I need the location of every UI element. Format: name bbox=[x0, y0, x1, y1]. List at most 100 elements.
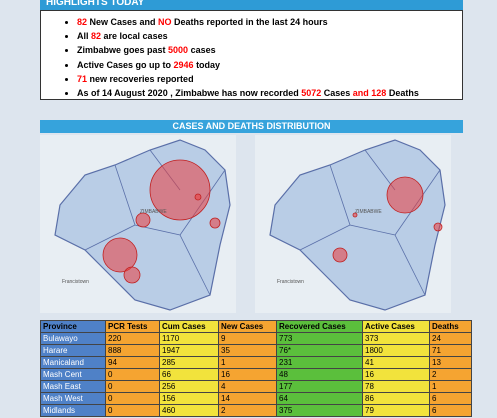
map-borders bbox=[84, 149, 226, 296]
table-cell: 0 bbox=[105, 392, 160, 405]
table-cell: 2 bbox=[218, 404, 277, 417]
table-cell: 14 bbox=[218, 392, 277, 405]
table-cell: 71 bbox=[429, 344, 472, 357]
table-cell: 13 bbox=[429, 356, 472, 369]
table-row: Mash West 0 156 14 64 86 6 bbox=[40, 392, 472, 405]
case-circle bbox=[209, 217, 221, 229]
table-row: Mash East 0 256 4 177 78 1 bbox=[40, 380, 472, 393]
highlight-item: 82 New Cases and NO Deaths reported in t… bbox=[77, 15, 462, 29]
highlight-item: Zimbabwe goes past 5000 cases bbox=[77, 43, 462, 57]
highlights-list: 82 New Cases and NO Deaths reported in t… bbox=[41, 11, 462, 100]
header-cell: PCR Tests bbox=[105, 320, 160, 333]
highlight-text: Active Cases go up to bbox=[77, 59, 174, 70]
table-cell: 0 bbox=[105, 380, 160, 393]
highlight-item: As of 14 August 2020 , Zimbabwe has now … bbox=[77, 86, 462, 100]
case-circle bbox=[102, 237, 138, 273]
table-cell: 6 bbox=[429, 392, 472, 405]
table-cell: 773 bbox=[276, 332, 363, 345]
table-cell: 373 bbox=[362, 332, 430, 345]
highlight-text: Deaths bbox=[386, 87, 419, 98]
table-cell: 256 bbox=[159, 380, 219, 393]
highlight-text: 82 bbox=[77, 17, 88, 27]
table-cell: 41 bbox=[362, 356, 430, 369]
table-cell: 64 bbox=[276, 392, 363, 405]
table-cell: Mash Cent bbox=[40, 368, 106, 381]
table-cell: 0 bbox=[105, 368, 160, 381]
highlight-text: 71 bbox=[77, 73, 88, 84]
case-circle bbox=[123, 266, 141, 284]
highlight-text: NO bbox=[158, 17, 172, 27]
country-label: ZIMBABWE bbox=[355, 209, 382, 215]
table-cell: 79 bbox=[362, 404, 430, 417]
header-cell: Deaths bbox=[429, 320, 472, 333]
table-cell: 231 bbox=[276, 356, 363, 369]
highlight-text: Cases bbox=[321, 87, 353, 98]
table-cell: 1 bbox=[218, 356, 277, 369]
highlight-text: are local cases bbox=[101, 31, 168, 42]
table-cell: Bulawayo bbox=[40, 332, 106, 345]
case-circle bbox=[149, 159, 211, 221]
header-cell: New Cases bbox=[218, 320, 277, 333]
header-cell: Province bbox=[40, 320, 106, 333]
table-cell: 1800 bbox=[362, 344, 430, 357]
table-cell: 1 bbox=[429, 380, 472, 393]
highlight-item: All 82 are local cases bbox=[77, 29, 462, 43]
header-cell: Recovered Cases bbox=[276, 320, 363, 333]
table-cell: 375 bbox=[276, 404, 363, 417]
highlight-text: Deaths reported in the last 24 hours bbox=[171, 17, 328, 27]
table-cell: 460 bbox=[159, 404, 219, 417]
table-cell: 48 bbox=[276, 368, 363, 381]
table-cell: 156 bbox=[159, 392, 219, 405]
country-label: ZIMBABWE bbox=[140, 209, 167, 215]
table-cell: 76* bbox=[276, 344, 363, 357]
table-cell: 888 bbox=[105, 344, 160, 357]
table-cell: Midlands bbox=[40, 404, 106, 417]
case-circle bbox=[332, 247, 348, 263]
table-cell: Mash West bbox=[40, 392, 106, 405]
table-cell: 35 bbox=[218, 344, 277, 357]
table-cell: 94 bbox=[105, 356, 160, 369]
case-circle bbox=[386, 176, 424, 214]
table-row: Manicaland 94 285 1 231 41 13 bbox=[40, 356, 472, 369]
highlight-text: today bbox=[193, 59, 221, 70]
table-cell: 16 bbox=[218, 368, 277, 381]
highlights-box: 82 New Cases and NO Deaths reported in t… bbox=[40, 10, 463, 100]
highlight-item: Active Cases go up to 2946 today bbox=[77, 58, 462, 72]
table-cell: Harare bbox=[40, 344, 106, 357]
table-row: Midlands 0 460 2 375 79 6 bbox=[40, 404, 472, 417]
table-header: Province PCR Tests Cum Cases New Cases Recov… bbox=[40, 320, 472, 333]
city-label: Francistown bbox=[277, 279, 304, 285]
table-cell: 78 bbox=[362, 380, 430, 393]
header-cell: Active Cases bbox=[362, 320, 430, 333]
highlight-text: 5072 bbox=[301, 87, 322, 98]
case-circle bbox=[433, 222, 443, 232]
city-label: Francistown bbox=[62, 279, 89, 285]
highlight-text: New Cases and bbox=[87, 17, 159, 27]
highlight-text: All bbox=[77, 31, 92, 42]
table-cell: Manicaland bbox=[40, 356, 106, 369]
table-row: Harare 888 1947 35 76* 1800 71 bbox=[40, 344, 472, 357]
table-cell: Mash East bbox=[40, 380, 106, 393]
table-cell: 1947 bbox=[159, 344, 219, 357]
table-cell: 2 bbox=[429, 368, 472, 381]
table-cell: 4 bbox=[218, 380, 277, 393]
highlight-text: 2946 bbox=[173, 59, 194, 70]
highlight-text: and 128 bbox=[352, 87, 387, 98]
table-cell: 177 bbox=[276, 380, 363, 393]
table-cell: 16 bbox=[362, 368, 430, 381]
table-cell: 24 bbox=[429, 332, 472, 345]
map: ZIMBABWE Francistown bbox=[40, 135, 236, 313]
table-cell: 9 bbox=[218, 332, 277, 345]
table-cell: 285 bbox=[159, 356, 219, 369]
table-row: Mash Cent 0 66 16 48 16 2 bbox=[40, 368, 472, 381]
maps: ZIMBABWE Francistown ZIMBABWE Francistown bbox=[40, 135, 451, 313]
table-cell: 1170 bbox=[159, 332, 219, 345]
table-cell: 220 bbox=[105, 332, 160, 345]
table-cell: 6 bbox=[429, 404, 472, 417]
highlight-text: cases bbox=[188, 45, 216, 56]
distribution-title: CASES AND DEATHS DISTRIBUTION bbox=[40, 120, 463, 133]
header-cell: Cum Cases bbox=[159, 320, 219, 333]
table-row: Bulawayo 220 1170 9 773 373 24 bbox=[40, 332, 472, 345]
case-circle bbox=[135, 212, 151, 228]
